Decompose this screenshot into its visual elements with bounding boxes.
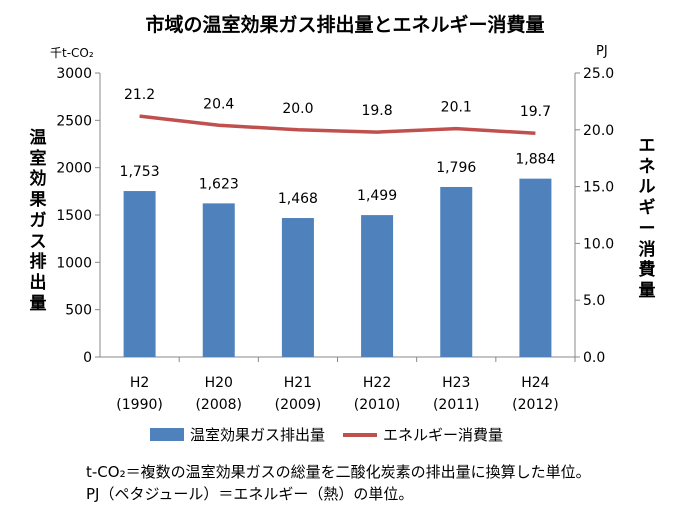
line-value-label: 20.1 [441,100,472,116]
x-tick-label-year: (1990) [116,397,163,413]
x-tick-label-year: (2011) [433,397,480,413]
x-tick-label: H21 [284,375,312,391]
bar [202,203,235,357]
x-tick-label: H22 [363,375,391,391]
legend-line-label: エネルギー消費量 [383,426,504,444]
right-tick-label: 25.0 [583,66,614,82]
bar-value-label: 1,468 [278,191,318,207]
legend-item-bar: 温室効果ガス排出量 [150,424,325,445]
left-tick-label: 2000 [56,161,92,177]
bar [440,186,473,357]
left-axis-title: 温室効果ガス排出量 [29,128,47,314]
legend-bar-swatch [150,428,184,441]
x-tick-label-year: (2010) [354,397,401,413]
right-axis-unit: PJ [596,44,608,59]
bar-value-label: 1,753 [120,164,160,180]
bar-value-label: 1,884 [515,152,555,168]
left-tick-label: 1000 [56,255,92,271]
right-tick-label: 15.0 [583,180,614,196]
left-tick-label: 500 [65,303,92,319]
bar [123,191,156,357]
left-tick-label: 3000 [56,66,92,82]
left-tick-label: 2500 [56,113,92,129]
legend-line-swatch [343,432,378,437]
x-tick-label: H20 [205,375,233,391]
left-axis-unit: 千t-CO₂ [50,46,94,60]
right-axis-title: エネルギー消費量 [638,136,656,302]
bar-value-label: 1,499 [357,188,397,204]
right-tick-label: 0.0 [583,350,605,366]
right-tick-label: 10.0 [583,236,614,252]
legend-item-line: エネルギー消費量 [343,424,503,445]
legend-bar-label: 温室効果ガス排出量 [190,426,326,444]
bar [519,178,552,357]
bar [281,218,314,357]
left-tick-label: 1500 [56,208,92,224]
energy-line [139,114,536,135]
footnote-pj: PJ（ペタジュール）＝エネルギー（熱）の単位。 [86,485,414,503]
x-tick-label-year: (2009) [275,397,322,413]
right-tick-label: 5.0 [583,293,605,309]
x-tick-label: H2 [130,375,149,391]
line-value-label: 20.4 [203,96,234,112]
right-tick-label: 20.0 [583,123,614,139]
x-tick-label-year: (2012) [512,397,559,413]
line-value-label: 21.2 [124,87,155,103]
x-tick-label-year: (2008) [195,397,242,413]
legend: 温室効果ガス排出量 エネルギー消費量 [150,424,521,445]
x-tick-label: H24 [521,375,549,391]
chart-title: 市域の温室効果ガス排出量とエネルギー消費量 [145,14,545,36]
footnote-tco2: t-CO₂＝複数の温室効果ガスの総量を二酸化炭素の排出量に換算した単位。 [86,463,591,481]
bar [361,215,394,357]
line-value-label: 19.7 [520,104,551,120]
x-tick-label: H23 [442,375,470,391]
line-value-label: 20.0 [282,101,313,117]
bar-value-label: 1,623 [199,176,239,192]
line-value-label: 19.8 [361,103,392,119]
bar-value-label: 1,796 [436,160,476,176]
left-tick-label: 0 [83,350,92,366]
